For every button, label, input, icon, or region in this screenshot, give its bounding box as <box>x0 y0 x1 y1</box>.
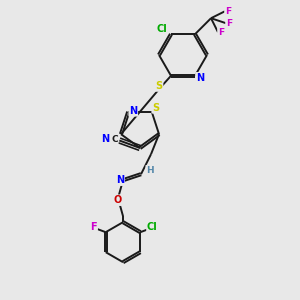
Text: C: C <box>111 135 118 144</box>
Text: N: N <box>116 175 124 185</box>
Text: Cl: Cl <box>147 222 158 232</box>
Text: S: S <box>155 81 163 91</box>
Text: N: N <box>196 73 204 83</box>
Text: F: F <box>90 222 97 232</box>
Text: H: H <box>146 166 154 175</box>
Text: S: S <box>152 103 159 113</box>
Text: O: O <box>114 195 122 205</box>
Text: N: N <box>101 134 110 145</box>
Text: F: F <box>218 28 224 37</box>
Text: Cl: Cl <box>157 24 167 34</box>
Text: F: F <box>225 7 231 16</box>
Text: N: N <box>129 106 137 116</box>
Text: F: F <box>226 19 232 28</box>
